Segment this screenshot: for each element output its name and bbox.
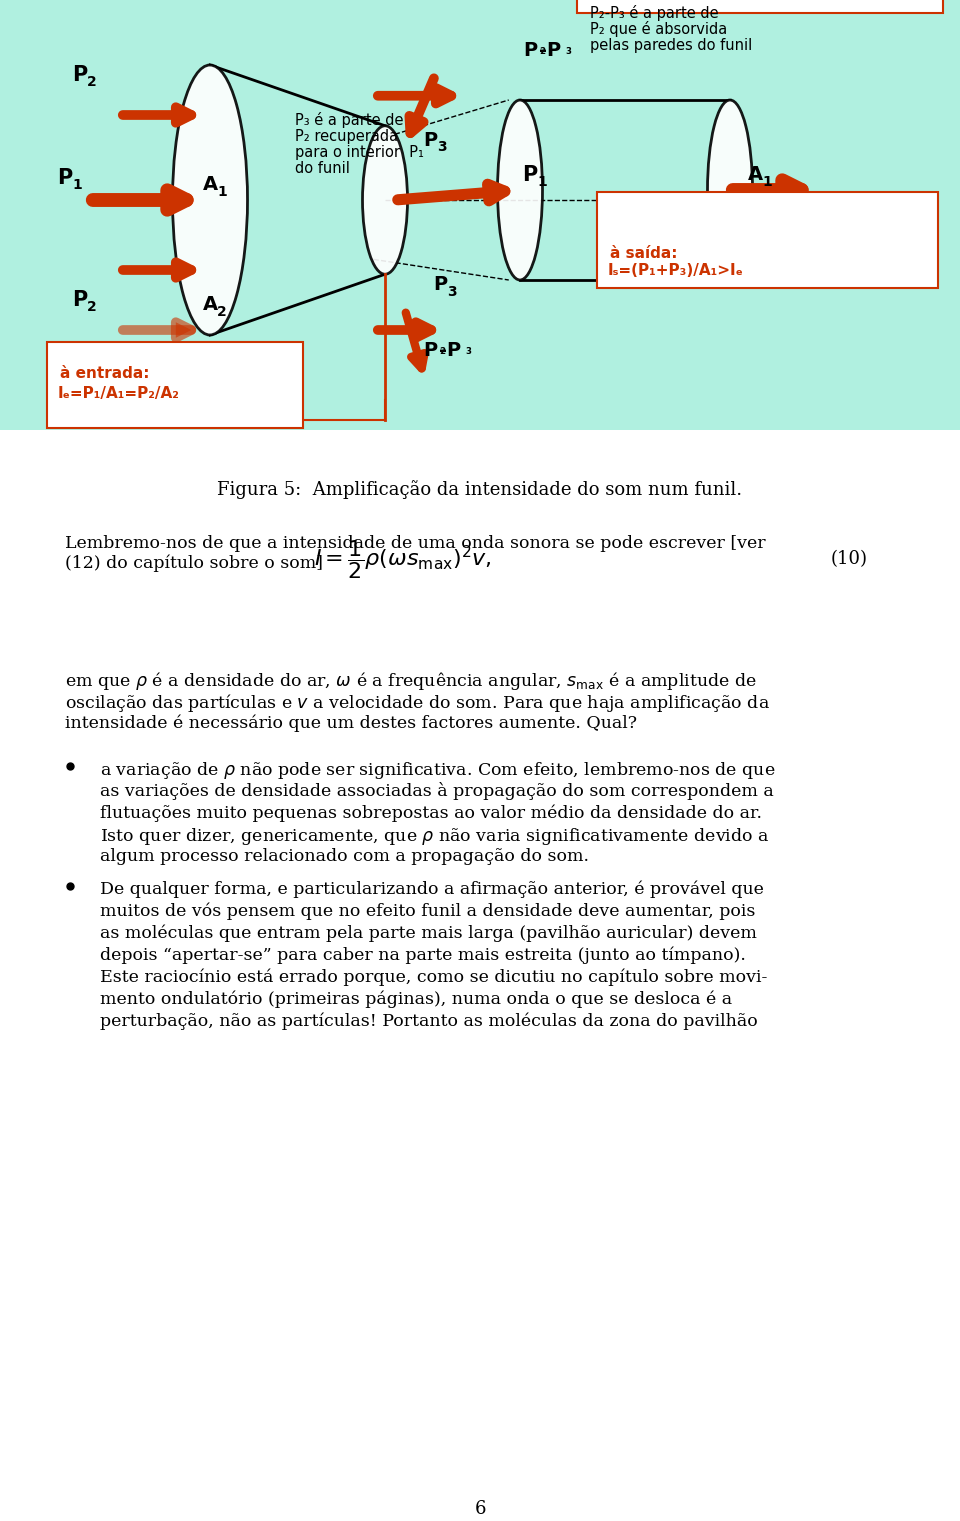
Text: à saída:: à saída: [610,246,678,262]
Text: depois “apertar-se” para caber na parte mais estreita (junto ao tímpano).: depois “apertar-se” para caber na parte … [100,946,746,963]
Text: P: P [72,291,87,310]
Text: P: P [72,65,87,85]
Text: A: A [203,175,218,195]
Text: as moléculas que entram pela parte mais larga (pavilhão auricular) devem: as moléculas que entram pela parte mais … [100,923,756,941]
Ellipse shape [173,65,248,335]
Text: P₂-P₃ é a parte de: P₂-P₃ é a parte de [590,5,719,21]
Text: -P: -P [539,41,561,59]
Text: as variações de densidade associadas à propagação do som correspondem a: as variações de densidade associadas à p… [100,782,774,800]
Text: algum processo relacionado com a propagação do som.: algum processo relacionado com a propaga… [100,849,589,865]
Text: ₃: ₃ [465,344,471,357]
Text: ₂: ₂ [539,43,545,56]
Text: P: P [433,275,447,295]
Text: Isto quer dizer, genericamente, que $\rho$ não varia significativamente devido a: Isto quer dizer, genericamente, que $\rh… [100,826,770,847]
Text: à entrada:: à entrada: [60,367,150,380]
Text: P: P [423,131,437,149]
Text: P: P [58,167,73,189]
Text: flutuações muito pequenas sobrepostas ao valor médio da densidade do ar.: flutuações muito pequenas sobrepostas ao… [100,805,762,821]
Text: P₃ é a parte de: P₃ é a parte de [295,113,403,128]
Text: $I = \dfrac{1}{2}\rho(\omega s_{\mathrm{max}})^2 v,$: $I = \dfrac{1}{2}\rho(\omega s_{\mathrm{… [314,538,492,581]
Text: a variação de $\rho$ não pode ser significativa. Com efeito, lembremo-nos de que: a variação de $\rho$ não pode ser signif… [100,760,776,780]
Text: -P: -P [439,341,461,359]
Ellipse shape [363,126,407,274]
Text: P: P [423,341,437,359]
Text: Este raciocínio está errado porque, como se dicutiu no capítulo sobre movi-: Este raciocínio está errado porque, como… [100,967,767,986]
Text: 2: 2 [87,75,97,90]
Ellipse shape [497,100,542,280]
Text: 2: 2 [87,300,97,313]
FancyBboxPatch shape [597,192,938,287]
Text: pelas paredes do funil: pelas paredes do funil [590,38,753,53]
Text: (10): (10) [830,551,868,569]
Text: A: A [748,166,762,184]
FancyBboxPatch shape [577,0,943,14]
Text: oscilação das partículas e $v$ a velocidade do som. Para que haja amplificação d: oscilação das partículas e $v$ a velocid… [65,692,770,713]
Text: P₂ recuperada: P₂ recuperada [295,129,398,144]
Text: Figura 5:  Amplificação da intensidade do som num funil.: Figura 5: Amplificação da intensidade do… [217,481,743,499]
Text: intensidade é necessário que um destes factores aumente. Qual?: intensidade é necessário que um destes f… [65,713,637,732]
Text: Lembremo-nos de que a intensidade de uma onda sonora se pode escrever [ver: Lembremo-nos de que a intensidade de uma… [65,535,766,552]
Text: (12) do capítulo sobre o som]: (12) do capítulo sobre o som] [65,555,323,572]
Text: 1: 1 [538,175,547,189]
Text: 1: 1 [762,175,772,189]
Text: 3: 3 [447,284,457,300]
Text: 6: 6 [474,1500,486,1518]
Text: ₂: ₂ [439,344,445,357]
Text: P: P [522,164,538,186]
Text: para o interior  P₁: para o interior P₁ [295,144,424,160]
Text: Iₛ=(P₁+P₃)/A₁>Iₑ: Iₛ=(P₁+P₃)/A₁>Iₑ [608,263,744,278]
Text: Iₑ=P₁/A₁=P₂/A₂: Iₑ=P₁/A₁=P₂/A₂ [58,386,180,402]
Text: 2: 2 [217,306,227,319]
Text: do funil: do funil [295,161,349,176]
Ellipse shape [708,100,753,280]
Text: ₃: ₃ [565,43,571,56]
Text: 1: 1 [217,186,227,199]
Text: P₂ que é absorvida: P₂ que é absorvida [590,21,728,37]
Text: mento ondulatório (primeiras páginas), numa onda o que se desloca é a: mento ondulatório (primeiras páginas), n… [100,990,732,1007]
FancyBboxPatch shape [0,0,960,430]
Text: em que $\rho$ é a densidade do ar, $\omega$ é a frequência angular, $s_{\mathrm{: em que $\rho$ é a densidade do ar, $\ome… [65,669,756,692]
Text: 3: 3 [437,140,446,154]
Text: perturbação, não as partículas! Portanto as moléculas da zona do pavilhão: perturbação, não as partículas! Portanto… [100,1011,757,1030]
Text: De qualquer forma, e particularizando a afirmação anterior, é provável que: De qualquer forma, e particularizando a … [100,881,764,897]
Text: A: A [203,295,218,315]
FancyBboxPatch shape [47,342,303,427]
Text: P: P [523,41,537,59]
Text: 1: 1 [72,178,82,192]
Text: muitos de vós pensem que no efeito funil a densidade deve aumentar, pois: muitos de vós pensem que no efeito funil… [100,902,756,920]
